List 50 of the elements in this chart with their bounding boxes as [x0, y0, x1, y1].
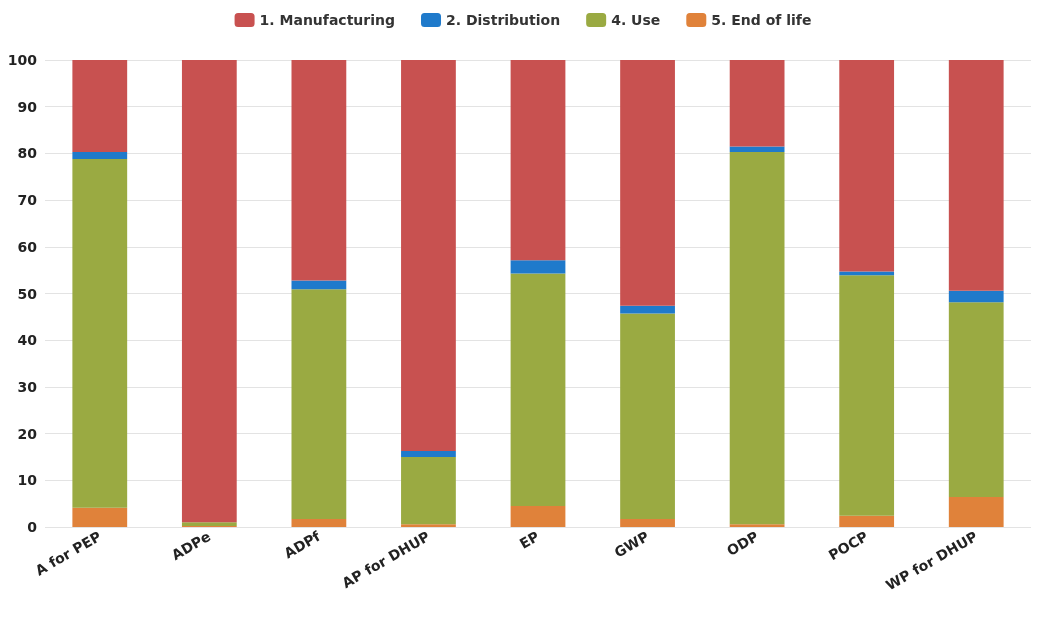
bar — [181, 60, 237, 523]
bar — [72, 60, 128, 152]
y-tick-label: 60 — [17, 238, 38, 255]
bar — [839, 275, 895, 516]
bar — [510, 273, 566, 506]
bar — [948, 497, 1004, 527]
y-tick-label: 50 — [17, 285, 38, 302]
y-tick-label: 30 — [17, 378, 38, 395]
bar — [72, 152, 128, 159]
y-tick-label: 40 — [17, 332, 38, 349]
y-tick-label: 80 — [17, 145, 38, 162]
bar — [620, 305, 675, 314]
bar — [729, 524, 785, 527]
bar — [72, 159, 128, 508]
bar — [948, 290, 1004, 303]
bar — [181, 522, 237, 527]
y-tick-label: 10 — [17, 472, 38, 489]
bar — [620, 519, 675, 527]
x-tick-label: ODP — [723, 528, 762, 559]
bar — [948, 60, 1004, 291]
y-tick-label: 100 — [7, 52, 38, 68]
y-tick-label: 0 — [27, 519, 38, 535]
bar — [729, 60, 785, 147]
bar — [729, 152, 785, 525]
legend-label: 4. Use — [611, 12, 661, 28]
bar — [401, 60, 456, 451]
bar — [510, 60, 566, 261]
bar — [401, 456, 456, 525]
bar — [729, 146, 785, 152]
y-tick-label: 90 — [17, 98, 38, 115]
bar — [291, 519, 347, 527]
bar — [401, 524, 456, 527]
bar — [839, 515, 895, 527]
bar — [401, 450, 456, 457]
bar — [291, 280, 347, 290]
y-tick-label: 20 — [17, 425, 38, 442]
bar — [839, 60, 895, 272]
bar — [72, 507, 128, 527]
bar — [510, 260, 566, 274]
bar — [510, 505, 566, 527]
bar — [620, 313, 675, 520]
legend-label: 1. Manufacturing — [259, 12, 396, 28]
bar — [620, 60, 675, 306]
bar — [948, 302, 1004, 498]
x-tick-label: EP — [516, 528, 542, 552]
y-tick-label: 70 — [17, 192, 38, 209]
legend-label: 5. End of life — [711, 12, 812, 28]
legend-label: 2. Distribution — [446, 12, 561, 28]
bar — [291, 289, 347, 520]
bar — [291, 60, 347, 281]
